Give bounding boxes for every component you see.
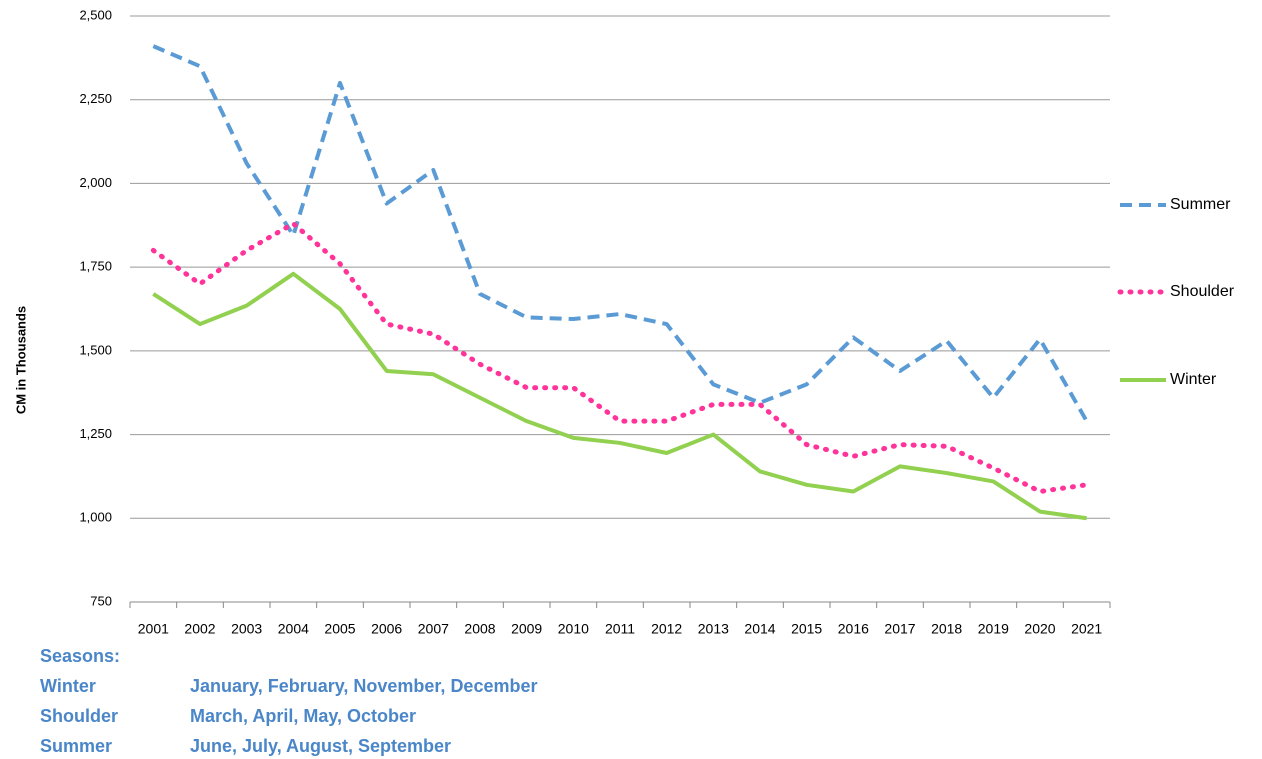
x-tick-label: 2018 bbox=[931, 621, 962, 637]
x-tick-label: 2008 bbox=[464, 621, 495, 637]
series-line bbox=[152, 271, 1087, 521]
y-tick-label: 2,500 bbox=[79, 7, 112, 22]
note-months: January, February, November, December bbox=[190, 676, 537, 696]
x-tick-label: 2007 bbox=[418, 621, 449, 637]
x-tick-label: 2005 bbox=[324, 621, 355, 637]
x-tick-label: 2010 bbox=[558, 621, 589, 637]
legend-label: Summer bbox=[1170, 196, 1231, 213]
y-tick-label: 750 bbox=[90, 593, 112, 608]
note-season: Winter bbox=[40, 676, 96, 696]
x-tick-label: 2019 bbox=[978, 621, 1009, 637]
note-months: June, July, August, September bbox=[190, 736, 451, 756]
note-season: Summer bbox=[40, 736, 112, 756]
x-tick-label: 2012 bbox=[651, 621, 682, 637]
note-season: Shoulder bbox=[40, 706, 118, 726]
y-tick-label: 1,250 bbox=[79, 426, 112, 441]
x-tick-label: 2002 bbox=[184, 621, 215, 637]
x-tick-label: 2015 bbox=[791, 621, 822, 637]
x-tick-label: 2021 bbox=[1071, 621, 1102, 637]
x-tick-label: 2013 bbox=[698, 621, 729, 637]
y-tick-label: 1,750 bbox=[79, 259, 112, 274]
y-tick-label: 1,500 bbox=[79, 342, 112, 357]
y-tick-label: 2,250 bbox=[79, 91, 112, 106]
y-tick-label: 1,000 bbox=[79, 510, 112, 525]
x-tick-label: 2009 bbox=[511, 621, 542, 637]
x-tick-label: 2011 bbox=[605, 621, 635, 637]
series-line bbox=[150, 221, 1090, 494]
notes-title: Seasons: bbox=[40, 646, 120, 666]
x-tick-label: 2016 bbox=[838, 621, 869, 637]
x-tick-label: 2001 bbox=[138, 621, 169, 637]
series-line bbox=[152, 44, 1089, 423]
legend-label: Winter bbox=[1170, 371, 1217, 388]
legend-label: Shoulder bbox=[1170, 283, 1235, 300]
x-tick-label: 2006 bbox=[371, 621, 402, 637]
x-tick-label: 2004 bbox=[278, 621, 309, 637]
x-tick-label: 2017 bbox=[884, 621, 915, 637]
x-tick-label: 2014 bbox=[744, 621, 775, 637]
x-tick-label: 2003 bbox=[231, 621, 262, 637]
y-tick-label: 2,000 bbox=[79, 175, 112, 190]
x-tick-label: 2020 bbox=[1024, 621, 1055, 637]
note-months: March, April, May, October bbox=[190, 706, 416, 726]
y-axis-label: CM in Thousands bbox=[13, 306, 28, 414]
